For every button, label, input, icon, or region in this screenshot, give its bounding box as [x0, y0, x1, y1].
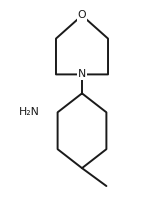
Text: O: O — [78, 10, 86, 20]
Text: N: N — [78, 69, 86, 80]
Text: H₂N: H₂N — [19, 107, 40, 117]
